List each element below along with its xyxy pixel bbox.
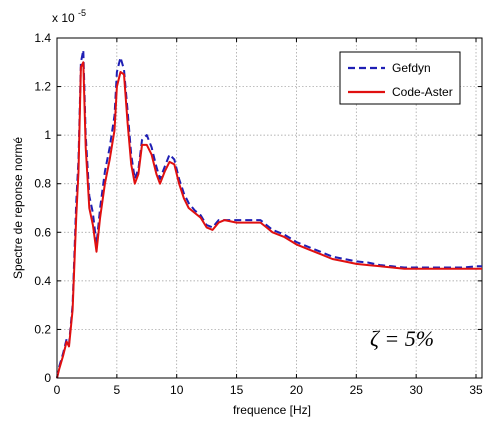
y-tick-label: 1.2 [34, 80, 51, 94]
y-tick-label: 0.4 [34, 274, 51, 288]
x-tick-label: 15 [230, 383, 244, 397]
x-axis-ticks: 0 5 10 15 20 25 30 35 [54, 38, 483, 397]
legend-label-gefdyn: Gefdyn [392, 61, 431, 75]
y-multiplier-base: x 10 [52, 11, 75, 25]
y-tick-label: 0.8 [34, 177, 51, 191]
x-tick-label: 10 [170, 383, 184, 397]
x-tick-label: 35 [469, 383, 483, 397]
x-tick-label: 5 [114, 383, 121, 397]
damping-annotation: ζ = 5% [370, 326, 434, 351]
x-tick-label: 20 [290, 383, 304, 397]
plot-area [56, 37, 483, 379]
legend-box [339, 51, 461, 105]
y-axis-multiplier: x 10 -5 [52, 8, 86, 25]
x-axis-label: frequence [Hz] [233, 403, 311, 417]
y-multiplier-exponent: -5 [78, 8, 86, 18]
y-tick-label: 1.4 [34, 31, 51, 45]
legend-label-code-aster: Code-Aster [392, 85, 453, 99]
y-tick-label: 0.6 [34, 225, 51, 239]
y-axis-label: Spectre de reponse normé [11, 137, 25, 279]
x-tick-label: 25 [350, 383, 364, 397]
y-tick-label: 0 [44, 371, 51, 385]
y-axis-ticks: 0 0.2 0.4 0.6 0.8 1 1.2 1.4 [34, 31, 482, 385]
legend: Gefdyn Code-Aster [339, 51, 461, 105]
y-tick-label: 1 [44, 128, 51, 142]
y-tick-label: 0.2 [34, 322, 51, 336]
x-tick-label: 30 [409, 383, 423, 397]
series-layer [56, 49, 482, 379]
series-line-code-aster [56, 61, 482, 379]
x-tick-label: 0 [54, 383, 61, 397]
